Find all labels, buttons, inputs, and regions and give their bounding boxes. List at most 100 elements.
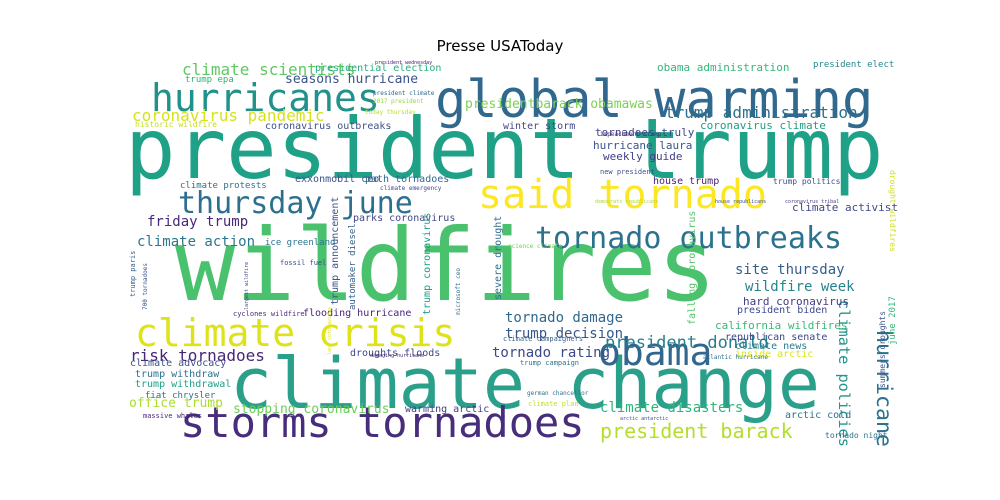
word-impeachment-trump: impeachment trump [600,131,662,138]
word-coronavirus-outbreaks: coronavirus outbreaks [265,121,391,132]
word-tornadoes-truly: tornadoes truly [595,126,695,139]
word-arctic-cold: arctic cold [785,410,851,421]
word-presidential-election: presidential election [315,63,441,74]
word-friday-trump: friday trump [147,214,248,230]
word-stopping-coronavirus: stopping coronavirus [233,402,390,417]
word-parks-coronavirus: parks coronavirus [353,213,455,224]
word-climate-crisis: climate crisis [135,311,455,355]
word-coronavirus-tribal: coronavirus tribal [785,199,839,205]
word-republican-senate: republican senate [725,332,827,343]
word-president-elect: president elect [813,60,894,70]
word-trump-announcement: trump announcement [330,197,341,305]
word-house-trump: house trump [653,176,719,187]
word-falling-coronavirus: falling coronavirus [687,211,698,325]
word-climate-campaigners: climate campaigners [503,335,583,343]
word-president-climate: president climate [373,90,435,97]
word-2017-president: 2017 president [373,98,424,105]
word-exxonmobil-ceo: exxonmobil ceo [295,174,379,185]
word-trump-paris: trump paris [129,251,137,297]
word-fossil-fuel: fossil fuel [280,259,326,267]
word-new-president: new president [600,168,655,176]
word-coronavirus-pandemic: coronavirus pandemic [132,106,325,125]
word-storms-tornadoes: storms tornadoes [180,398,585,447]
word-flooding-hurricane: flooding hurricane [303,308,411,319]
word-tornado-night: tornado night [825,431,888,440]
word-weekly-guide: weekly guide [603,150,682,163]
word-severe-drought: severe drought [493,216,504,300]
word-wildfires: wildfires [175,207,717,324]
word-hurricane-laura: hurricane laura [593,139,692,152]
word-arctic-antarctic: arctic antarctic [620,416,668,422]
word-land-coronavirus: land coronavirus [327,307,333,355]
word-automaker-diesel: automaker diesel [348,223,358,310]
word-warming-arctic: warming arctic [405,404,489,415]
word-german-chancellor: german chancellor [527,390,589,397]
word-site-thursday: site thursday [735,262,845,278]
word-trump-administration: trump administration [665,103,858,122]
word-winter-storm: winter storm [503,121,575,132]
word-trump-epa: trump epa [185,75,234,85]
word-climate-policies: climate policies [835,300,853,447]
word-house-republicans: house republicans [715,199,766,205]
word-president-wednesday: president wednesday [375,60,432,66]
word-thursday-june: thursday june [178,186,413,221]
word-summers-droughts: summers droughts [878,311,887,388]
word-president-biden: president biden [737,305,827,316]
word-june-2017: june 2017 [888,296,898,345]
word-hurricane: hurricane [871,330,896,447]
word-fiat-chrysler: fiat chrysler [145,391,216,401]
word-path-tornadoes: path tornadoes [365,174,449,185]
word-cyclones-wildfire: cyclones wildfire [233,310,305,318]
word-inside-arctic: inside arctic [735,349,813,360]
word-ice-greenland: ice greenland [265,238,335,248]
word-climate-action: climate action [137,234,255,250]
word-climate-change: climate change [230,343,820,425]
word-damaging-hurricane: damaging hurricane [370,353,424,359]
word-cloud: president trump wildfires climate change gl… [125,60,900,447]
word-atlantic-hurricane: atlantic hurricane [703,354,768,361]
word-risk-tornadoes: risk tornadoes [130,346,265,365]
word-office-trump: office trump [129,396,223,411]
word-tornado-rating: tornado rating [492,345,610,361]
word-president-trump: president trump [125,100,884,198]
word-coronavirus-climate: coronavirus climate [700,119,826,132]
word-tornado-damage: tornado damage [505,310,623,326]
word-california-wildfires: california wildfires [715,319,847,332]
word-climate-advocacy: climate advocacy [130,358,226,369]
word-tornado-outbreaks: tornado outbreaks [535,221,842,256]
word-hurricanes: hurricanes [151,76,380,120]
word-obama: obama [598,330,712,374]
word-massive-whales: massive whales [143,412,202,420]
word-democrats-republicans: democrats republicans [595,199,658,205]
word-largest-wildfire: largest wildfire [244,262,250,310]
word-700-tornadoes: 700 tornadoes [142,263,149,310]
word-said-tornado: said tornado [478,172,767,218]
word-trump-withdrawal: trump withdrawal [135,379,231,390]
word-trump-withdraw: trump withdraw [135,369,220,380]
word-presidentbarack-obamawas: presidentbarack obamawas [465,97,653,112]
word-trump-politics: trump politics [773,177,841,186]
word-trump-campaign: trump campaign [520,359,579,367]
word-climate-disasters: climate disasters [600,400,743,416]
word-obama-administration: obama administration [657,61,789,74]
word-hard-coronavirus: hard coronavirus [743,295,849,308]
word-seasons-hurricane: seasons hurricane [285,72,418,87]
word-climate-activist: climate activist [792,201,898,214]
plot-title: Presse USAToday [436,37,564,55]
word-trump-coronavirus: trump coronavirus [422,213,433,315]
word-climate-protests: climate protests [180,181,267,191]
word-microsoft-ceo: microsoft ceo [455,268,462,315]
word-drought-wildfires: drought wildfires [888,170,897,252]
word-trump-decision: trump decision [505,326,623,342]
word-climate-news: climate news [735,341,807,352]
word-president-donald: president donald [605,333,769,353]
word-science-climate: science climate [508,243,563,250]
word-historic-wildfire: historic wildfire [135,120,217,129]
word-climate-scientists: climate scientists [182,60,355,79]
word-climate-emergency: climate emergency [380,185,442,192]
word-president-barack: president barack [600,419,793,443]
word-climate-plan: climate plan [528,400,579,408]
word-global-warming: global warming [435,70,873,130]
word-today-thursday: today thursday [365,109,416,116]
